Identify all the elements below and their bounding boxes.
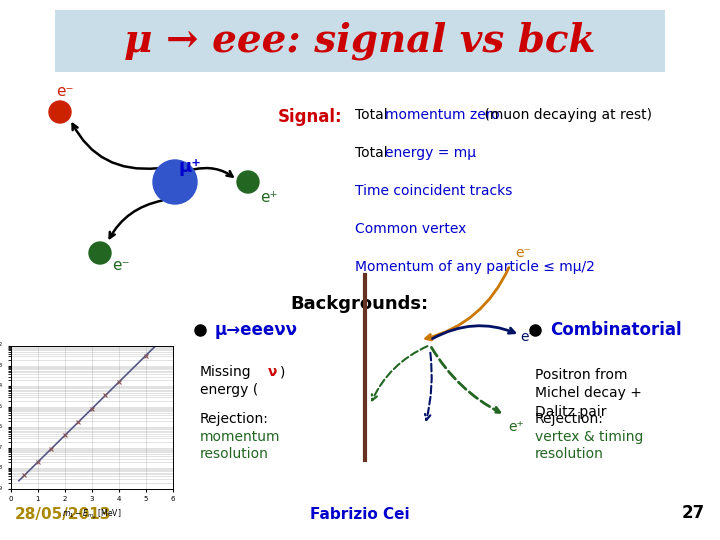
Text: e⁻: e⁻ bbox=[515, 246, 531, 260]
Circle shape bbox=[49, 101, 71, 123]
Text: Signal:: Signal: bbox=[278, 108, 343, 126]
Text: Rejection:: Rejection: bbox=[535, 412, 604, 426]
Text: μ⁺: μ⁺ bbox=[179, 158, 202, 176]
Text: Fabrizio Cei: Fabrizio Cei bbox=[310, 507, 410, 522]
Text: Common vertex: Common vertex bbox=[355, 222, 467, 236]
Text: Missing
energy (: Missing energy ( bbox=[200, 365, 258, 397]
Text: Combinatorial: Combinatorial bbox=[550, 321, 682, 339]
Text: e⁻: e⁻ bbox=[56, 84, 73, 99]
Circle shape bbox=[237, 171, 259, 193]
Text: μ→eeeνν: μ→eeeνν bbox=[215, 321, 298, 339]
Text: Rejection:: Rejection: bbox=[200, 412, 269, 426]
Text: Positron from
Michel decay +
Dalitz pair: Positron from Michel decay + Dalitz pair bbox=[535, 368, 642, 419]
Circle shape bbox=[89, 242, 111, 264]
Text: Total: Total bbox=[355, 146, 392, 160]
Circle shape bbox=[153, 160, 197, 204]
Text: Backgrounds:: Backgrounds: bbox=[290, 295, 428, 313]
Text: e⁺: e⁺ bbox=[260, 190, 277, 205]
Text: ν: ν bbox=[268, 365, 277, 379]
Text: energy = mμ: energy = mμ bbox=[385, 146, 476, 160]
FancyBboxPatch shape bbox=[55, 10, 665, 72]
Text: momentum zero: momentum zero bbox=[385, 108, 500, 122]
Text: 27: 27 bbox=[682, 504, 705, 522]
Text: momentum
resolution: momentum resolution bbox=[200, 430, 281, 461]
Text: vertex & timing
resolution: vertex & timing resolution bbox=[535, 430, 644, 461]
Text: e⁻: e⁻ bbox=[520, 330, 536, 344]
Text: (muon decaying at rest): (muon decaying at rest) bbox=[480, 108, 652, 122]
Text: Time coincident tracks: Time coincident tracks bbox=[355, 184, 513, 198]
Text: Momentum of any particle ≤ mμ/2: Momentum of any particle ≤ mμ/2 bbox=[355, 260, 595, 274]
Text: μ → eee: signal vs bck: μ → eee: signal vs bck bbox=[125, 22, 595, 60]
Text: e⁺: e⁺ bbox=[508, 420, 523, 434]
Text: Total: Total bbox=[355, 108, 392, 122]
Text: 28/05/2013: 28/05/2013 bbox=[15, 507, 112, 522]
Text: ): ) bbox=[280, 365, 285, 379]
X-axis label: $m_1 - E_{m_\mu}$ [MeV]: $m_1 - E_{m_\mu}$ [MeV] bbox=[62, 508, 122, 523]
Text: e⁻: e⁻ bbox=[112, 258, 130, 273]
